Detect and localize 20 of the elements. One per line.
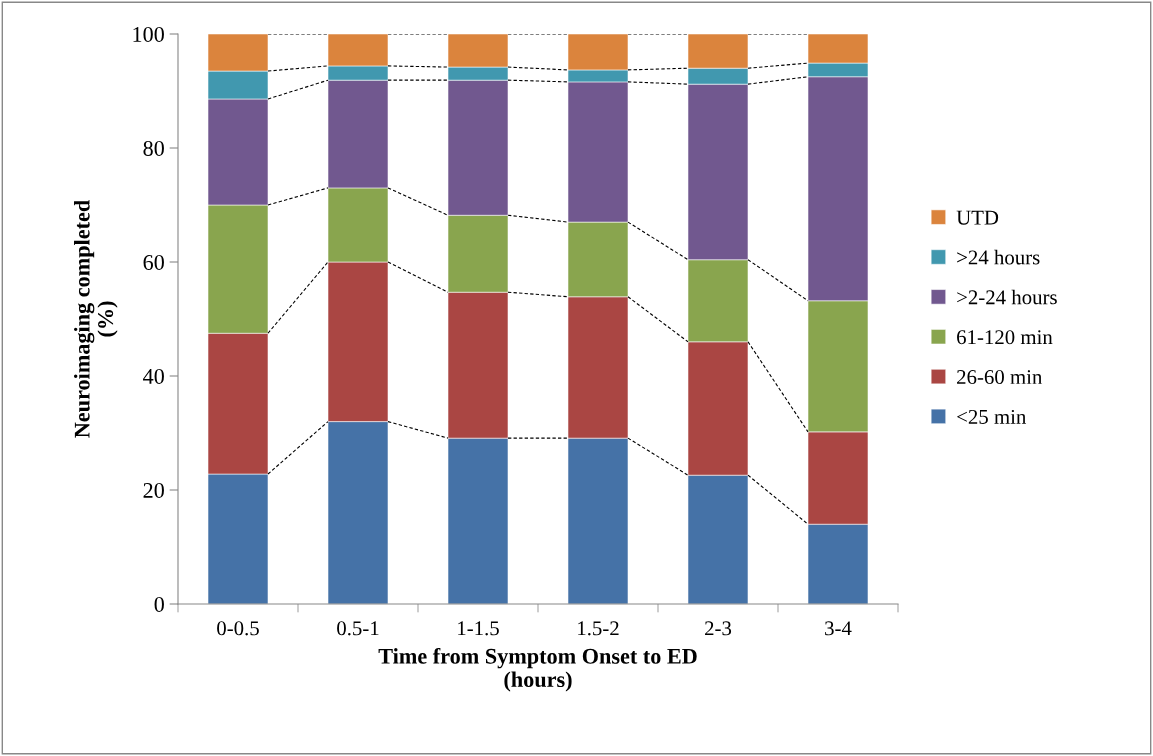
- legend-label: 26-60 min: [957, 370, 1043, 385]
- legend-label: <25 min: [957, 409, 1027, 424]
- x-tick-label: 0-0.5: [217, 621, 259, 636]
- y-tick-label: 40: [143, 368, 164, 384]
- x-tick-label: 3-4: [825, 621, 852, 636]
- x-tick-label: 2-3: [705, 621, 732, 636]
- x-tick-label: 1-1.5: [458, 621, 499, 636]
- x-axis-title: Time from Symptom Onset to ED (hours): [378, 647, 697, 692]
- y-tick-label: 20: [143, 482, 164, 498]
- x-tick-label: 0.5-1: [337, 621, 379, 636]
- y-tick-label: 60: [143, 254, 164, 270]
- y-tick-label: 100: [133, 26, 164, 42]
- y-tick-label: 0: [154, 596, 164, 612]
- legend-label: >2-24 hours: [957, 289, 1057, 305]
- y-axis-title: Neuroimaging completed (%): [74, 200, 118, 438]
- legend-label: >24 hours: [957, 249, 1040, 265]
- legend-label: UTD: [956, 210, 999, 225]
- legend-label: 61-120 min: [957, 330, 1053, 345]
- x-tick-label: 1.5-2: [578, 621, 619, 636]
- y-tick-label: 80: [143, 140, 164, 156]
